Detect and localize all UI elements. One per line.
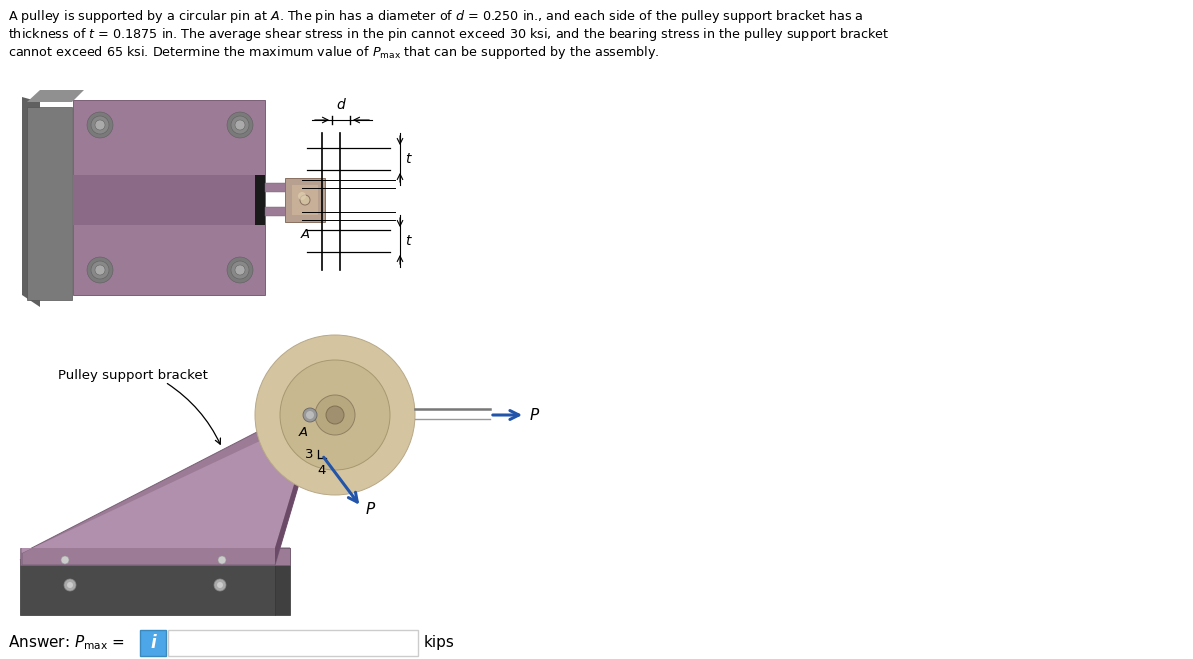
Circle shape	[255, 335, 415, 495]
Bar	[265, 207, 324, 216]
Text: t: t	[404, 234, 410, 248]
Circle shape	[303, 408, 317, 422]
Text: cannot exceed 65 ksi. Determine the maximum value of $P_{\mathrm{max}}$ that can: cannot exceed 65 ksi. Determine the maxi…	[8, 44, 660, 61]
Circle shape	[218, 556, 225, 564]
Polygon shape	[276, 548, 290, 615]
Polygon shape	[276, 415, 315, 565]
Bar	[255, 175, 265, 225]
Circle shape	[91, 116, 109, 134]
Circle shape	[326, 406, 344, 424]
Circle shape	[64, 579, 76, 591]
FancyBboxPatch shape	[140, 630, 166, 656]
Circle shape	[95, 120, 105, 130]
Text: kips: kips	[424, 635, 455, 650]
Circle shape	[67, 582, 73, 588]
Bar	[292, 185, 319, 215]
Text: A pulley is supported by a circular pin at $A$. The pin has a diameter of $d$ = : A pulley is supported by a circular pin …	[8, 8, 864, 25]
Text: A: A	[301, 228, 309, 241]
Circle shape	[61, 556, 69, 564]
Bar	[27, 107, 72, 300]
Circle shape	[95, 265, 105, 275]
Circle shape	[87, 112, 113, 138]
FancyBboxPatch shape	[168, 630, 418, 656]
Text: thickness of $t$ = 0.1875 in. The average shear stress in the pin cannot exceed : thickness of $t$ = 0.1875 in. The averag…	[8, 26, 889, 43]
Circle shape	[214, 579, 225, 591]
Text: t: t	[404, 152, 410, 166]
Polygon shape	[21, 415, 315, 565]
Circle shape	[299, 195, 310, 205]
Text: A: A	[298, 426, 308, 438]
Bar	[20, 548, 290, 565]
Circle shape	[298, 192, 305, 200]
Circle shape	[227, 112, 253, 138]
Circle shape	[235, 120, 245, 130]
Circle shape	[280, 360, 390, 470]
Text: P: P	[530, 407, 539, 422]
Bar	[73, 175, 265, 225]
Bar	[73, 100, 265, 295]
Text: 4: 4	[317, 464, 326, 477]
Text: P: P	[366, 503, 376, 517]
Polygon shape	[20, 548, 290, 560]
Polygon shape	[21, 415, 315, 553]
Text: Answer: $P_{\mathrm{max}}$ =: Answer: $P_{\mathrm{max}}$ =	[8, 634, 125, 652]
Polygon shape	[21, 97, 41, 307]
Text: 3: 3	[304, 447, 313, 461]
Circle shape	[91, 261, 109, 279]
Circle shape	[227, 257, 253, 283]
Bar	[265, 183, 324, 192]
Bar	[285, 178, 324, 222]
Text: d: d	[336, 98, 346, 112]
Circle shape	[315, 395, 356, 435]
Polygon shape	[27, 90, 84, 102]
Text: i: i	[150, 634, 156, 652]
Circle shape	[231, 261, 249, 279]
Bar	[20, 560, 276, 615]
Circle shape	[305, 411, 314, 419]
Circle shape	[231, 116, 249, 134]
Circle shape	[217, 582, 223, 588]
Circle shape	[87, 257, 113, 283]
Circle shape	[235, 265, 245, 275]
Text: Pulley support bracket: Pulley support bracket	[58, 368, 208, 382]
